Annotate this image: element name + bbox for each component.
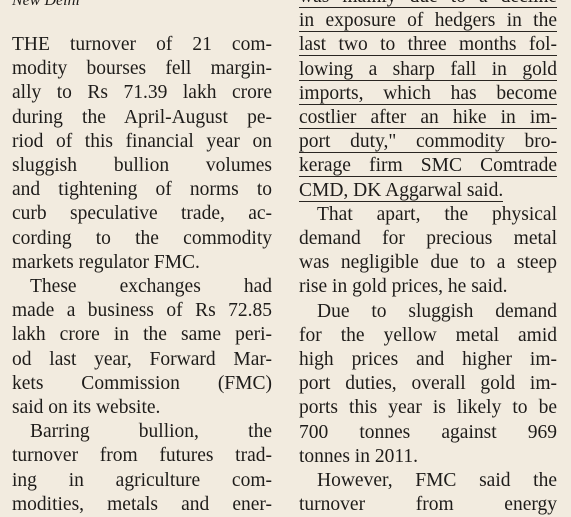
text-line: was mainly due to a decline (299, 0, 557, 9)
text-line: made a business of Rs 72.85 (12, 300, 272, 322)
text: lowing a sharp fall in gold (299, 58, 557, 81)
text-line: rise in gold prices, he said. (299, 276, 508, 298)
text-line: port duty," commodity bro- (299, 130, 557, 154)
text-line: during the April-August pe- (12, 106, 272, 128)
text-line: THE turnover of 21 com- (12, 34, 272, 55)
text-line: markets regulator FMC. (12, 251, 200, 273)
text-line: ports this year is likely to be (299, 397, 557, 419)
text-line: That apart, the physical (317, 203, 557, 225)
text: in exposure of hedgers in the (299, 10, 557, 33)
text-line: However, FMC said the (317, 470, 557, 491)
text-line: kets Commission (FMC) (12, 372, 272, 394)
text-line: turnover from futures trad- (12, 445, 272, 467)
text-line: Barring bullion, the (30, 421, 272, 443)
text: CMD, DK Aggarwal said. (299, 179, 504, 202)
text-line: curb speculative trade, ac- (12, 203, 272, 225)
text-line: port duties, overall gold im- (299, 373, 557, 395)
text-line: and tightening of norms to (12, 179, 272, 201)
text-line: modity bourses fell margin- (12, 58, 272, 80)
text-line: modities, metals and ener- (12, 493, 272, 515)
text-line: tonnes in 2011. (299, 445, 418, 467)
text-line: demand for precious metal (299, 228, 557, 249)
text-line: 700 tonnes against 969 (299, 421, 557, 443)
text-line: lowing a sharp fall in gold (299, 58, 557, 82)
text: kerage firm SMC Comtrade (299, 155, 557, 178)
text-line: high prices and higher im- (299, 349, 557, 370)
text: costlier after an hike in im- (299, 107, 557, 129)
text-line: was negligible due to a steep (299, 252, 557, 274)
text-line: sluggish bullion volumes (12, 155, 272, 176)
text: last two to three months fol- (299, 34, 557, 57)
text: was mainly due to a decline (299, 0, 557, 8)
text-line: riod of this financial year on (12, 130, 272, 152)
text-line: kerage firm SMC Comtrade (299, 154, 557, 178)
text-line: ally to Rs 71.39 lakh crore (12, 82, 272, 104)
text-line: cording to the commodity (12, 227, 272, 249)
text-line: last two to three months fol- (299, 33, 557, 57)
text-line: in exposure of hedgers in the (299, 9, 557, 33)
text-line: Due to sluggish demand (317, 300, 557, 322)
text-line: costlier after an hike in im- (299, 106, 557, 130)
text-line: imports, which has become (299, 82, 557, 106)
dateline: New Delhi (12, 0, 80, 9)
text-line: These exchanges had (30, 276, 272, 297)
text-line: ing in agriculture com- (12, 469, 272, 491)
text: port duty," commodity bro- (299, 131, 557, 154)
text: imports, which has become (299, 82, 557, 105)
text-line: turnover from energy (299, 494, 557, 516)
text-line: od last year, Forward Mar- (12, 348, 272, 370)
text-line: CMD, DK Aggarwal said. (299, 179, 557, 203)
text-line: lakh crore in the same peri- (12, 324, 272, 346)
text-line: said on its website. (12, 397, 161, 418)
text-line: for the yellow metal amid (299, 324, 557, 346)
